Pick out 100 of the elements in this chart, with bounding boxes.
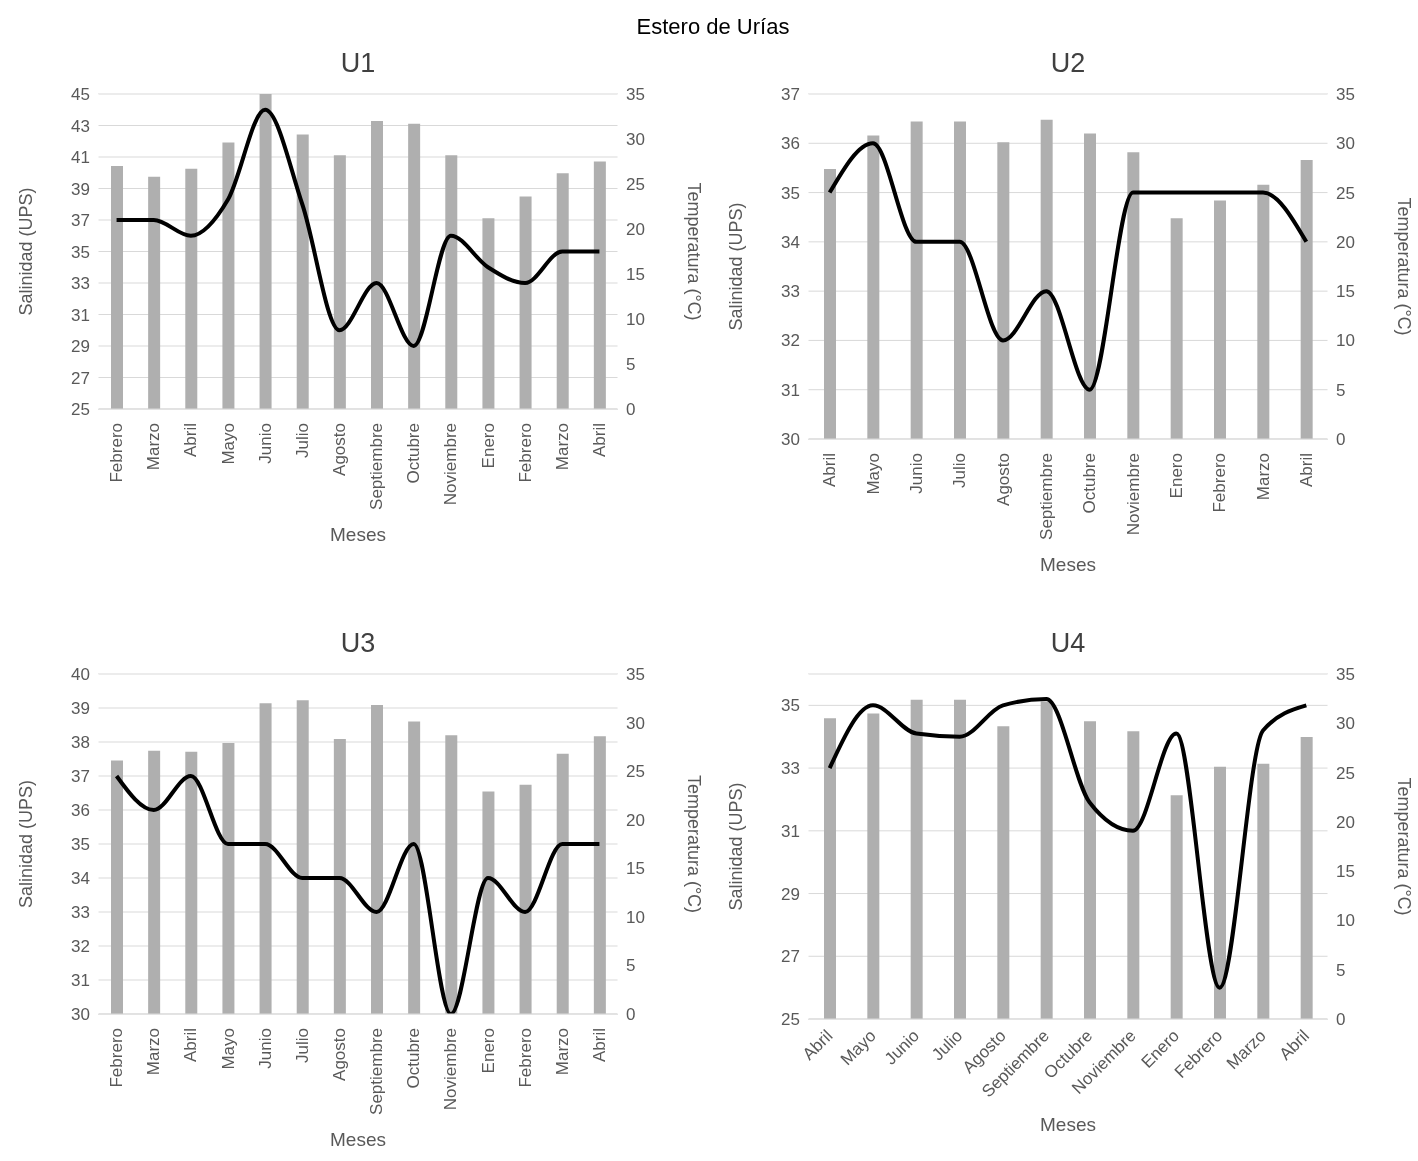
x-tick-label: Junio [255, 423, 275, 464]
y-tick-label: 39 [71, 179, 90, 199]
x-tick-label: Febrero [515, 423, 535, 483]
y2-axis-title: Temperatura (°C) [683, 182, 704, 321]
bar [1170, 218, 1183, 439]
x-tick-label: Septiembre [367, 423, 387, 510]
y-tick-label: 31 [781, 821, 800, 841]
bar [1170, 795, 1183, 1019]
bar [997, 142, 1010, 439]
x-tick-label: Enero [478, 1028, 498, 1074]
y2-axis-title: Temperatura (°C) [683, 774, 704, 914]
y-tick-label: 45 [71, 85, 90, 105]
x-tick-label: Mayo [218, 1028, 238, 1070]
y-tick-label: 31 [71, 971, 90, 991]
chart-title: U1 [339, 48, 377, 80]
x-tick-label: Abril [820, 453, 840, 488]
y-tick-label: 33 [71, 903, 90, 923]
x-axis-title: Meses [329, 524, 387, 546]
x-axis-title: Meses [1039, 554, 1097, 576]
y2-tick-label: 25 [626, 762, 645, 782]
x-tick-label: Marzo [552, 423, 572, 471]
y2-tick-label: 10 [1336, 911, 1355, 931]
x-tick-label: Abril [1296, 453, 1316, 488]
x-tick-label: Febrero [1210, 453, 1230, 513]
bar [1214, 200, 1226, 439]
bar [445, 155, 458, 409]
x-tick-label: Abril [589, 1028, 609, 1063]
x-tick-label: Noviembre [1123, 453, 1143, 536]
x-tick-label: Abril [181, 423, 201, 458]
y2-tick-label: 30 [1336, 134, 1355, 154]
y2-tick-label: 35 [626, 85, 645, 105]
x-tick-label: Agosto [329, 423, 349, 476]
x-tick-label: Agosto [993, 453, 1013, 506]
x-tick-label: Octubre [1080, 453, 1100, 514]
bar [222, 742, 235, 1014]
y-tick-label: 29 [71, 337, 90, 357]
chart-title: U4 [1049, 628, 1087, 660]
bar [1127, 731, 1140, 1019]
y-axis-title: Salinidad (UPS) [16, 187, 37, 316]
bar [296, 134, 309, 409]
y-tick-label: 29 [781, 884, 800, 904]
bar [445, 735, 458, 1014]
y-tick-label: 31 [781, 380, 800, 400]
y2-tick-label: 0 [626, 400, 636, 420]
bar [185, 751, 198, 1014]
x-tick-label: Julio [292, 1028, 312, 1063]
x-tick-label: Febrero [107, 423, 127, 483]
x-tick-label: Agosto [329, 1028, 349, 1081]
y-tick-label: 40 [71, 665, 90, 685]
bar [867, 713, 880, 1019]
y2-tick-label: 0 [1336, 1010, 1346, 1030]
bar [333, 155, 346, 409]
bar [371, 121, 383, 409]
chart-title: U3 [339, 628, 377, 660]
y2-tick-label: 10 [1336, 331, 1355, 351]
y2-tick-label: 25 [626, 175, 645, 195]
x-tick-label: Marzo [552, 1028, 572, 1076]
y2-tick-label: 25 [1336, 183, 1355, 203]
bar [296, 700, 309, 1014]
y-tick-label: 30 [781, 430, 800, 450]
bar [111, 760, 123, 1014]
bar [333, 739, 346, 1014]
x-tick-label: Febrero [107, 1028, 127, 1088]
y2-tick-label: 30 [626, 713, 645, 733]
bar [593, 736, 606, 1014]
y-tick-label: 32 [71, 937, 90, 957]
x-tick-label: Abril [181, 1028, 201, 1063]
y-tick-label: 32 [781, 331, 800, 351]
bar [954, 121, 966, 439]
x-axis-title: Meses [1039, 1114, 1097, 1136]
bar [910, 699, 923, 1019]
y2-tick-label: 35 [1336, 665, 1355, 685]
chart-title: U2 [1049, 48, 1087, 80]
y-tick-label: 31 [71, 305, 90, 325]
bar [556, 173, 569, 409]
y2-tick-label: 5 [626, 956, 636, 976]
bar [556, 753, 569, 1014]
y-tick-label: 35 [781, 696, 800, 716]
x-tick-label: Junio [906, 453, 926, 494]
line-series [114, 774, 602, 1014]
bar [1040, 119, 1053, 439]
x-tick-label: Octubre [404, 1028, 424, 1089]
y2-tick-label: 0 [626, 1005, 636, 1025]
bar [408, 721, 421, 1014]
bar [1127, 152, 1140, 439]
y2-tick-label: 35 [626, 665, 645, 685]
bar [867, 135, 880, 439]
y2-tick-label: 15 [626, 859, 645, 879]
x-axis-title: Meses [329, 1129, 387, 1151]
y2-axis-title: Temperatura (°C) [1393, 777, 1414, 916]
y2-tick-label: 20 [626, 220, 645, 240]
bar [954, 699, 966, 1019]
y-tick-label: 36 [71, 801, 90, 821]
bar [482, 218, 495, 409]
y-axis-title: Salinidad (UPS) [726, 202, 747, 331]
y-tick-label: 33 [71, 274, 90, 294]
y2-tick-label: 20 [1336, 232, 1355, 252]
bar [1084, 721, 1096, 1019]
y2-axis-title: Temperatura (°C) [1393, 197, 1414, 336]
y-tick-label: 35 [781, 183, 800, 203]
